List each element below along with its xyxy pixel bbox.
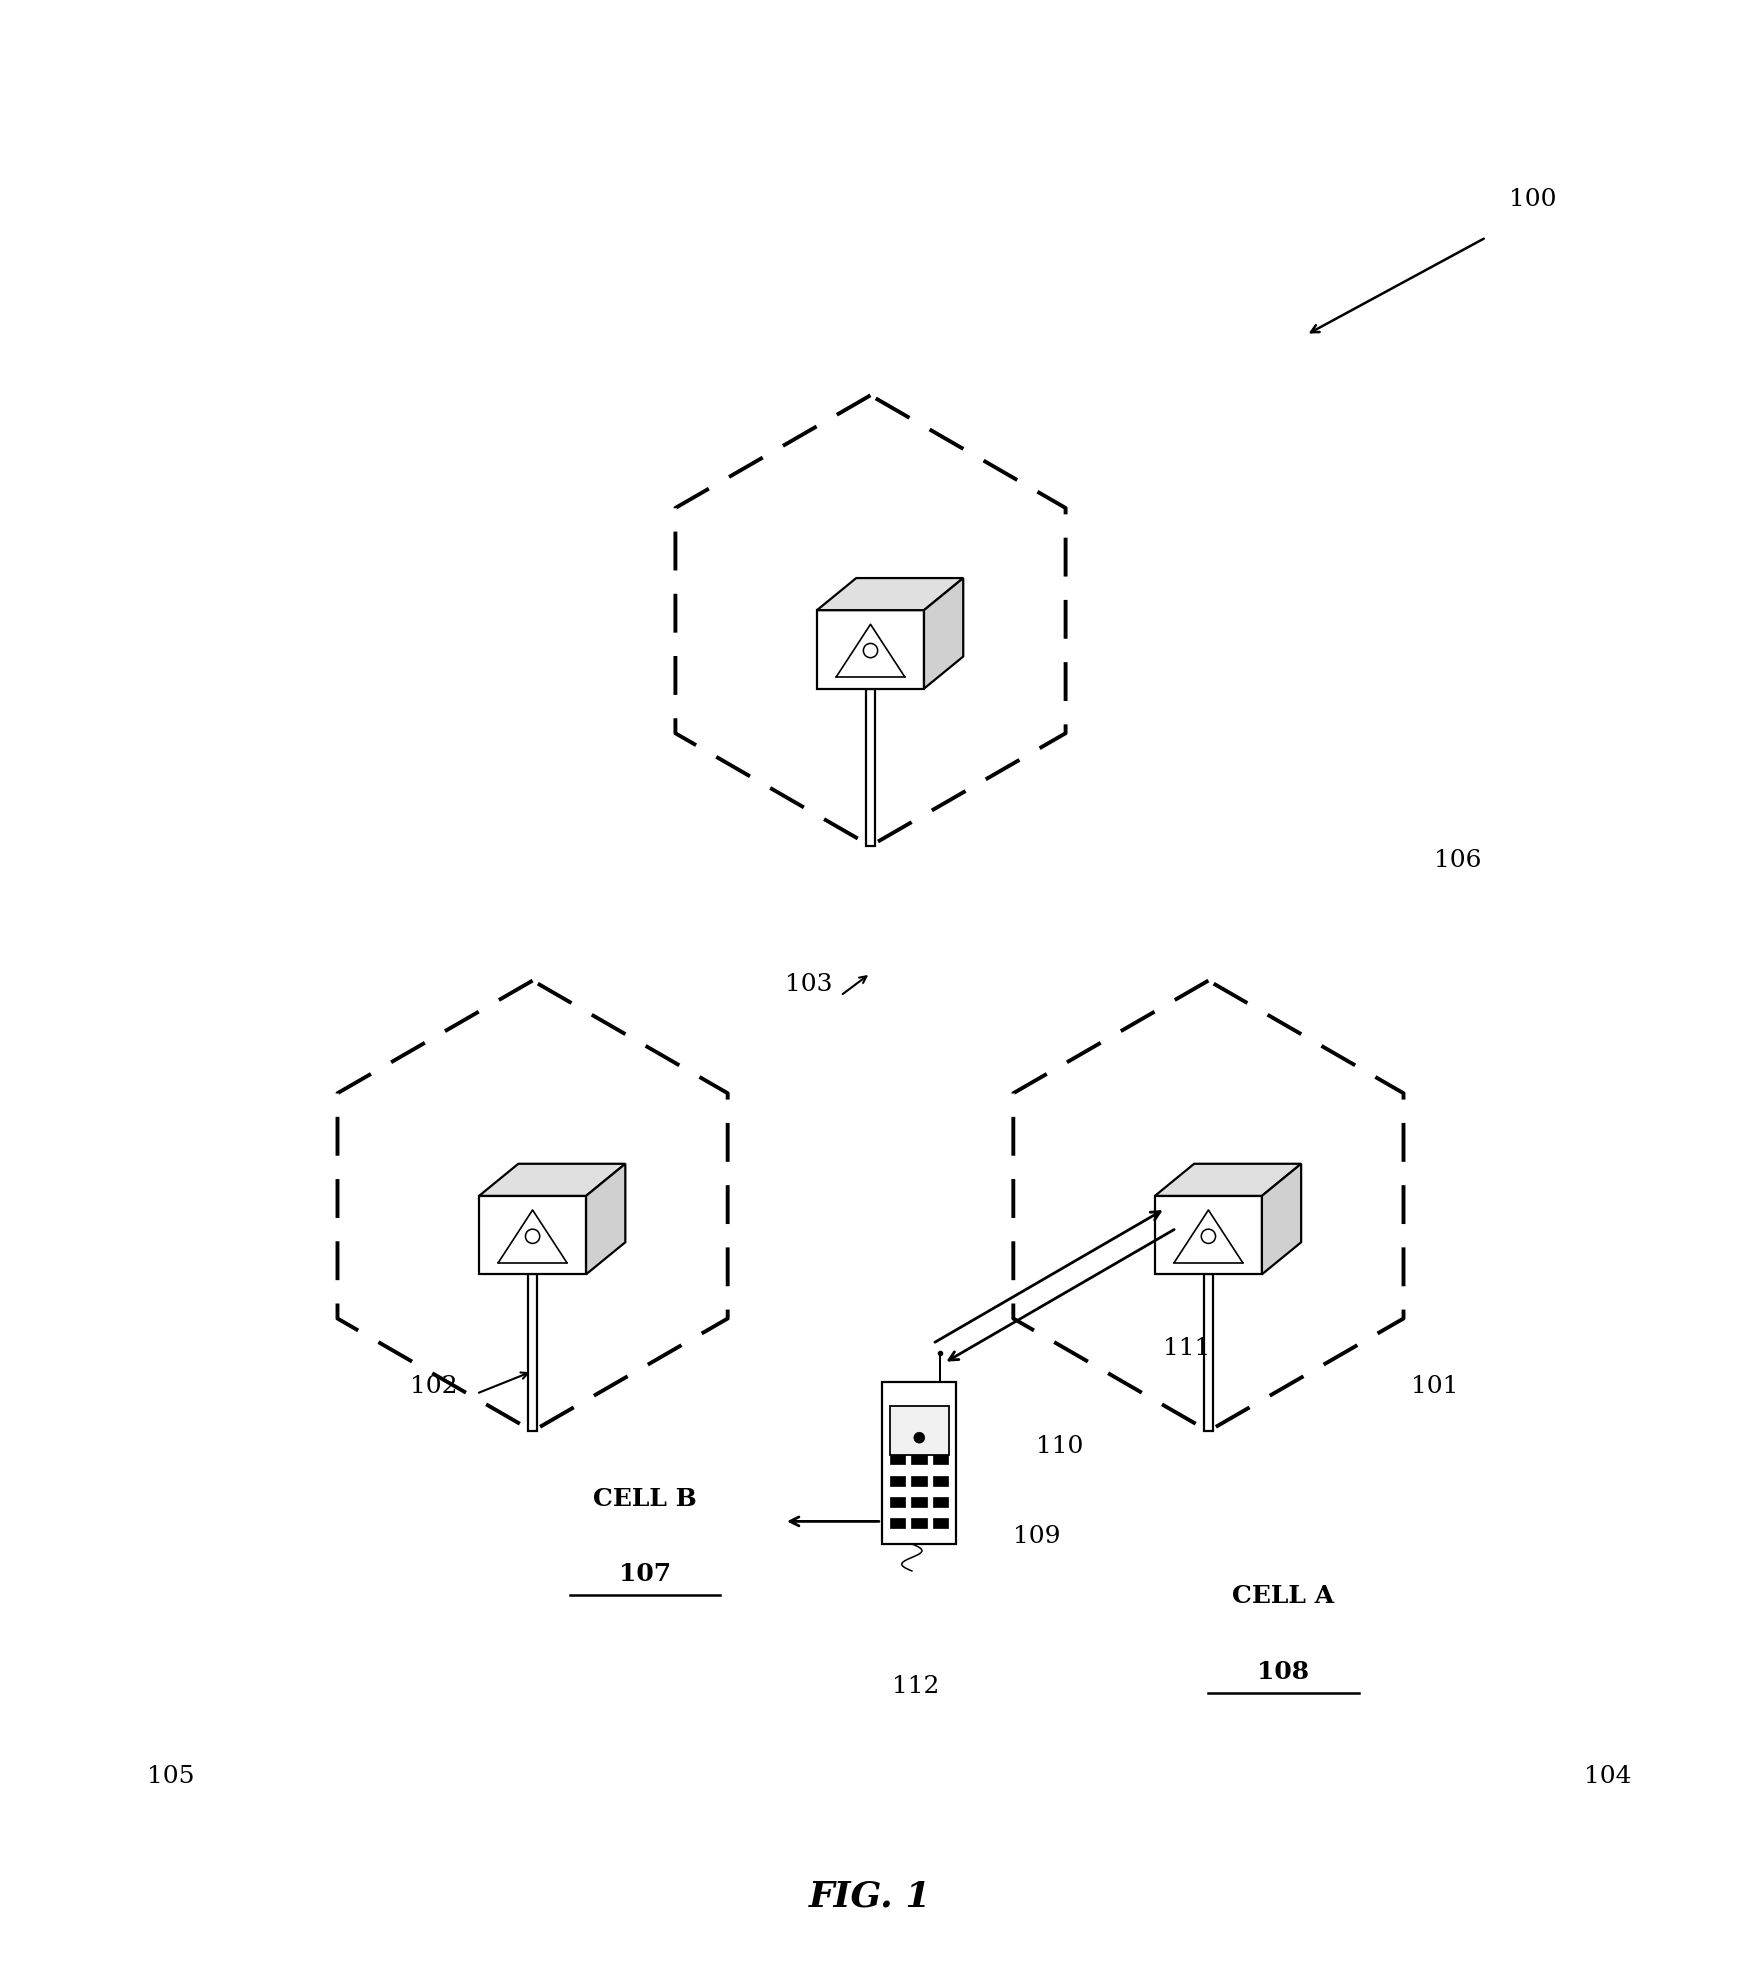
Bar — [528, 1274, 536, 1430]
Text: 112: 112 — [891, 1674, 938, 1698]
Bar — [933, 1496, 949, 1506]
Text: 100: 100 — [1509, 188, 1556, 210]
Circle shape — [526, 1230, 540, 1244]
Circle shape — [914, 1432, 924, 1442]
Text: 107: 107 — [620, 1561, 672, 1585]
Bar — [911, 1496, 926, 1506]
Text: 111: 111 — [1163, 1337, 1210, 1361]
Bar — [933, 1476, 949, 1486]
Polygon shape — [1262, 1165, 1301, 1274]
Bar — [890, 1407, 949, 1454]
Text: CELL A: CELL A — [1233, 1585, 1335, 1609]
Bar — [890, 1496, 905, 1506]
Polygon shape — [1154, 1165, 1301, 1196]
Text: 105: 105 — [148, 1766, 195, 1788]
Bar — [867, 688, 874, 845]
Bar — [933, 1454, 949, 1464]
Bar — [1154, 1196, 1262, 1274]
Text: 108: 108 — [1257, 1659, 1309, 1684]
Bar — [890, 1454, 905, 1464]
Text: 109: 109 — [1013, 1526, 1060, 1548]
Polygon shape — [587, 1165, 625, 1274]
Circle shape — [1201, 1230, 1215, 1244]
Bar — [911, 1518, 926, 1528]
Bar — [479, 1196, 587, 1274]
Polygon shape — [924, 577, 963, 688]
Circle shape — [864, 643, 877, 659]
Bar — [933, 1518, 949, 1528]
Bar — [911, 1476, 926, 1486]
Bar — [817, 611, 924, 688]
Text: 101: 101 — [1412, 1375, 1459, 1399]
Bar — [890, 1476, 905, 1486]
Text: 103: 103 — [785, 972, 832, 996]
Text: 104: 104 — [1584, 1766, 1631, 1788]
Text: FIG. 1: FIG. 1 — [810, 1881, 931, 1915]
Bar — [890, 1518, 905, 1528]
Bar — [1205, 1274, 1213, 1430]
Text: 102: 102 — [409, 1375, 458, 1399]
Polygon shape — [817, 577, 963, 611]
Text: 106: 106 — [1433, 849, 1482, 873]
Bar — [911, 1454, 926, 1464]
Polygon shape — [479, 1165, 625, 1196]
Text: 110: 110 — [1036, 1434, 1083, 1458]
Bar — [883, 1381, 956, 1544]
Text: CELL B: CELL B — [594, 1486, 696, 1512]
